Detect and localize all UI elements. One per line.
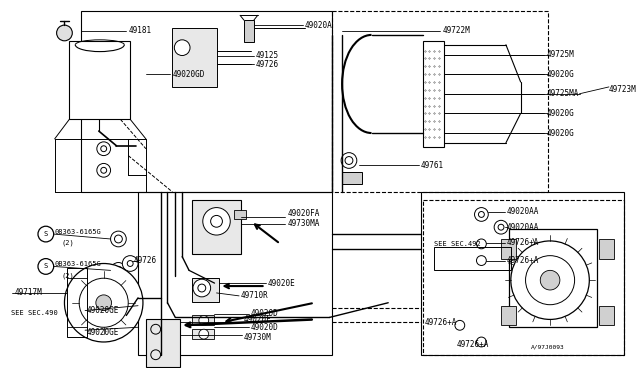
Bar	[172, 28, 216, 87]
Text: SEE SEC.492: SEE SEC.492	[435, 241, 481, 247]
Text: 49020GD: 49020GD	[172, 70, 205, 78]
Bar	[501, 239, 516, 259]
Text: 49730MA: 49730MA	[287, 219, 319, 228]
Circle shape	[203, 208, 230, 235]
Text: 49020A: 49020A	[305, 20, 333, 30]
Circle shape	[111, 231, 126, 247]
Circle shape	[477, 256, 486, 266]
Bar	[192, 329, 214, 339]
Bar	[81, 12, 332, 192]
Circle shape	[174, 40, 190, 55]
Text: 49710R: 49710R	[241, 291, 269, 300]
Text: 49761: 49761	[420, 161, 444, 170]
Bar	[509, 229, 597, 327]
Bar	[138, 192, 332, 355]
Circle shape	[111, 263, 126, 278]
Text: 49725M: 49725M	[546, 50, 574, 59]
Text: 49020AA: 49020AA	[507, 207, 540, 216]
Circle shape	[97, 142, 111, 155]
Bar	[67, 269, 87, 337]
Bar	[192, 278, 220, 302]
Circle shape	[97, 163, 111, 177]
Text: 49726+A: 49726+A	[424, 318, 457, 327]
Text: 49020G: 49020G	[546, 70, 574, 78]
Bar	[332, 12, 548, 192]
Text: 49726: 49726	[134, 256, 157, 265]
Bar	[422, 200, 623, 355]
Circle shape	[65, 263, 143, 342]
Bar	[422, 41, 444, 147]
Text: S: S	[44, 231, 48, 237]
Text: 49020D: 49020D	[251, 309, 278, 318]
Text: 49020G: 49020G	[546, 128, 574, 138]
Circle shape	[477, 337, 486, 347]
Circle shape	[474, 208, 488, 221]
Circle shape	[199, 329, 209, 339]
Text: 49726+A: 49726+A	[507, 238, 540, 247]
Bar	[342, 172, 362, 184]
Text: S: S	[44, 263, 48, 269]
Bar	[244, 20, 254, 42]
Text: 49020E: 49020E	[268, 279, 295, 288]
Text: 49181: 49181	[128, 26, 151, 35]
Text: 49725MA: 49725MA	[546, 89, 579, 98]
Circle shape	[199, 315, 209, 325]
Circle shape	[477, 239, 486, 249]
Text: 49020G: 49020G	[546, 109, 574, 118]
Bar	[146, 320, 180, 366]
Text: 49726+A: 49726+A	[507, 256, 540, 265]
Text: 49726+A: 49726+A	[457, 340, 489, 349]
Bar	[192, 200, 241, 254]
Circle shape	[511, 241, 589, 320]
Text: 49730M: 49730M	[244, 333, 272, 341]
Text: 49020D: 49020D	[251, 323, 278, 332]
Circle shape	[56, 25, 72, 41]
Text: 49125: 49125	[256, 51, 279, 60]
Text: 49020GE: 49020GE	[87, 306, 120, 315]
Text: 49717M: 49717M	[15, 288, 42, 298]
Circle shape	[341, 153, 357, 169]
Text: 49020FA: 49020FA	[287, 209, 319, 218]
Text: 49726: 49726	[256, 60, 279, 69]
Text: 08363-6165G: 08363-6165G	[54, 229, 101, 235]
Bar	[435, 247, 511, 270]
Text: A/97J0093: A/97J0093	[531, 344, 564, 349]
Circle shape	[96, 295, 111, 311]
Bar	[69, 41, 130, 119]
Text: 49723M: 49723M	[609, 85, 637, 94]
Circle shape	[455, 320, 465, 330]
Text: 49020F: 49020F	[244, 315, 272, 324]
Text: SEE SEC.490: SEE SEC.490	[10, 310, 57, 315]
Circle shape	[193, 279, 211, 297]
Bar	[192, 315, 214, 325]
Circle shape	[540, 270, 560, 290]
Bar	[599, 239, 614, 259]
Bar	[234, 209, 246, 219]
Circle shape	[122, 256, 138, 271]
Text: 49020GE: 49020GE	[87, 328, 120, 337]
Text: (2): (2)	[61, 240, 74, 246]
Text: (2): (2)	[61, 272, 74, 279]
Bar	[420, 192, 623, 355]
Bar	[501, 306, 516, 325]
Text: 0B363-6165G: 0B363-6165G	[54, 262, 101, 267]
Text: 49020AA: 49020AA	[507, 223, 540, 232]
Circle shape	[494, 220, 508, 234]
Text: 49722M: 49722M	[442, 26, 470, 35]
Bar	[599, 306, 614, 325]
